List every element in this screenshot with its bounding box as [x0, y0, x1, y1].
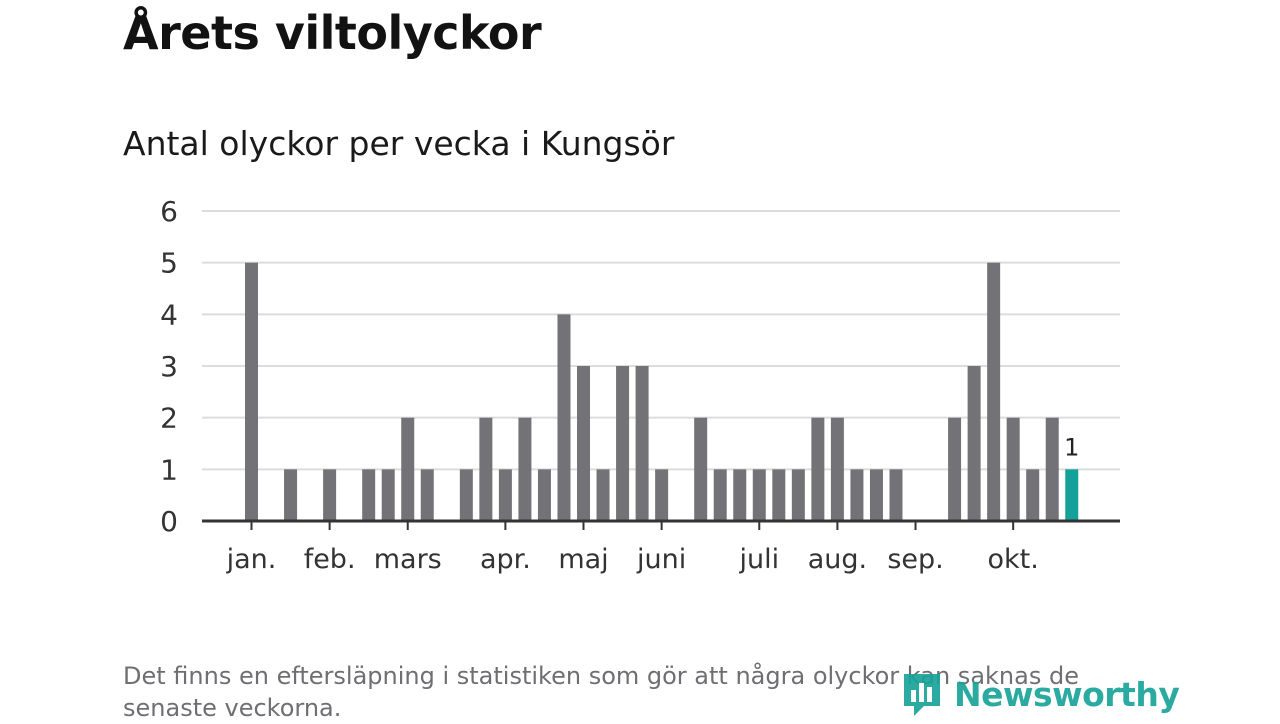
brand-name: Newsworthy [954, 674, 1180, 714]
bar [948, 417, 962, 521]
bar [479, 417, 493, 521]
bar [1045, 417, 1059, 521]
bar-chart: 0 1 2 3 4 5 6 1 jan. feb. mars apr. maj juni juli aug. s… [160, 195, 1120, 575]
x-tick-label: maj [558, 544, 608, 575]
y-tick-label: 2 [160, 402, 178, 435]
bar [518, 417, 532, 521]
bar-highlight [1065, 469, 1079, 521]
x-tick-label: apr. [480, 544, 531, 575]
bar [596, 469, 610, 521]
bar [1026, 469, 1040, 521]
x-tick-label: sep. [887, 544, 943, 575]
x-tick-label: juli [738, 544, 779, 575]
x-tick-label: mars [374, 544, 442, 575]
brand-logo: Newsworthy [900, 668, 1180, 720]
bar [694, 417, 708, 521]
bar [557, 314, 571, 521]
bar [401, 417, 415, 521]
bar [830, 417, 844, 521]
y-tick-label: 4 [160, 298, 178, 331]
newsworthy-bar-chart-icon [904, 674, 940, 716]
bar [577, 366, 591, 521]
bar [987, 262, 1001, 521]
bar [889, 469, 903, 521]
y-tick-label: 0 [160, 505, 178, 538]
bar [811, 417, 825, 521]
x-tick-label: okt. [988, 544, 1039, 575]
chart-title: Årets viltolyckor [123, 6, 542, 60]
bar [655, 469, 669, 521]
chart-subtitle: Antal olyckor per vecka i Kungsör [123, 124, 675, 163]
bar [635, 366, 649, 521]
bar [616, 366, 630, 521]
bar [752, 469, 766, 521]
bar [869, 469, 883, 521]
data-label: 1 [1064, 433, 1079, 461]
y-tick-label: 3 [160, 350, 178, 383]
bar [323, 469, 337, 521]
bar [791, 469, 805, 521]
x-tick-label: jan. [226, 544, 277, 575]
bar [713, 469, 727, 521]
bar [772, 469, 786, 521]
x-tick-label: feb. [304, 544, 356, 575]
bar [850, 469, 864, 521]
bar [245, 262, 258, 521]
bar [284, 469, 298, 521]
bar [1006, 417, 1020, 521]
y-tick-label: 5 [160, 247, 178, 280]
bar [362, 469, 376, 521]
bar [498, 469, 512, 521]
y-tick-label: 6 [160, 195, 178, 228]
bar [967, 366, 981, 521]
x-tick-label: juni [636, 544, 686, 575]
x-tick-label: aug. [808, 544, 867, 575]
y-tick-label: 1 [160, 453, 178, 486]
bar [733, 469, 747, 521]
bar [537, 469, 551, 521]
bar [459, 469, 473, 521]
bar [420, 469, 434, 521]
bar [381, 469, 395, 521]
